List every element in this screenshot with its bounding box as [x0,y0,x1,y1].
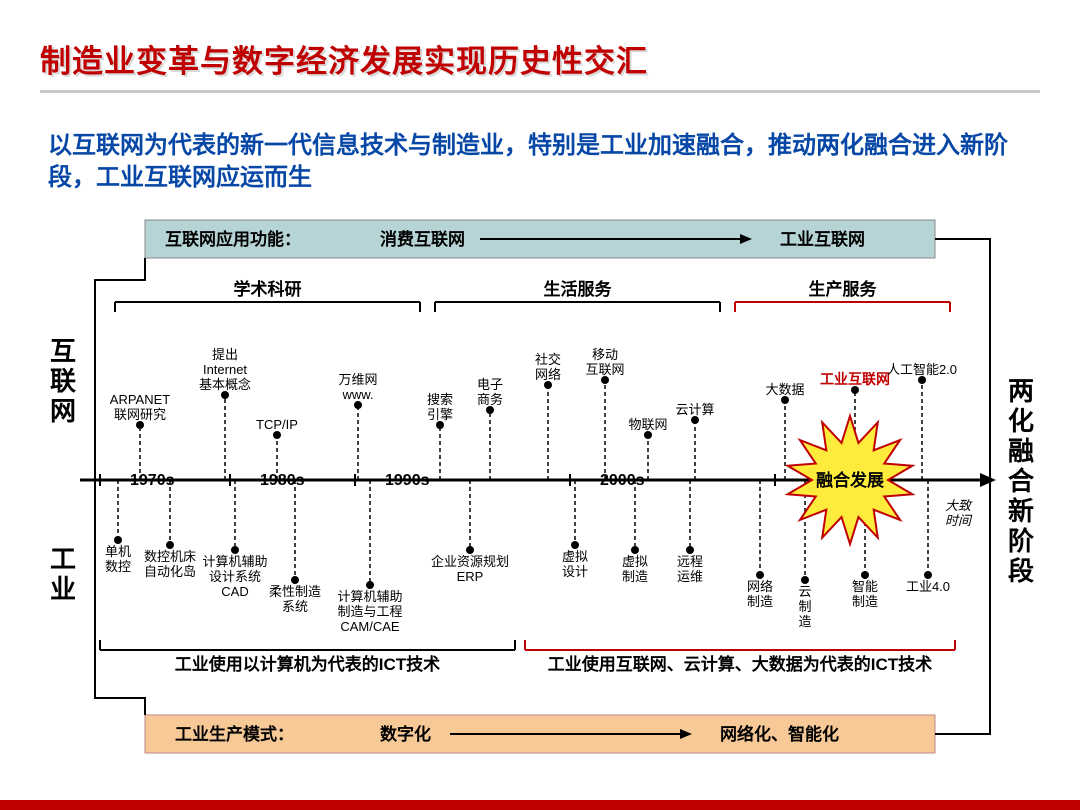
svg-text:万维网www.: 万维网www. [338,372,377,402]
svg-text:人工智能2.0: 人工智能2.0 [887,362,957,377]
svg-text:云计算: 云计算 [675,402,714,417]
svg-text:合: 合 [1008,466,1035,496]
page-title: 制造业变革与数字经济发展实现历史性交汇 [40,36,648,81]
svg-text:阶: 阶 [1008,526,1034,556]
svg-text:ARPANET联网研究: ARPANET联网研究 [110,392,170,422]
svg-text:1990s: 1990s [385,472,430,489]
svg-text:智能制造: 智能制造 [852,579,878,609]
svg-text:网络化、智能化: 网络化、智能化 [720,724,839,744]
svg-text:提出Internet基本概念: 提出Internet基本概念 [199,347,251,392]
svg-text:生活服务: 生活服务 [544,279,613,299]
svg-text:电子商务: 电子商务 [477,377,503,407]
svg-text:段: 段 [1008,556,1034,586]
svg-text:工: 工 [50,544,76,574]
svg-text:数字化: 数字化 [380,724,431,744]
svg-text:1980s: 1980s [260,472,305,489]
svg-text:1970s: 1970s [130,472,175,489]
svg-text:生产服务: 生产服务 [809,279,878,299]
svg-text:单机数控: 单机数控 [105,544,131,574]
svg-text:化: 化 [1008,406,1034,436]
svg-text:业: 业 [50,574,76,604]
svg-text:消费互联网: 消费互联网 [380,229,465,249]
svg-text:虚拟设计: 虚拟设计 [562,549,588,579]
svg-text:物联网: 物联网 [628,417,667,432]
title-divider [40,90,1040,93]
svg-text:工业生产模式：: 工业生产模式： [175,724,294,744]
svg-text:搜索引擎: 搜索引擎 [427,392,453,422]
svg-text:学术科研: 学术科研 [234,279,302,299]
svg-text:2000s: 2000s [600,472,645,489]
footer-bar [0,800,1080,810]
svg-text:工业互联网: 工业互联网 [820,371,890,387]
svg-text:大数据: 大数据 [765,382,804,397]
svg-text:融: 融 [1008,436,1034,466]
svg-text:两: 两 [1008,376,1034,406]
timeline-diagram: 互联网应用功能：消费互联网工业互联网工业生产模式：数字化网络化、智能化互联网工业… [40,210,1040,770]
svg-text:融合发展: 融合发展 [816,470,884,490]
svg-text:数控机床自动化岛: 数控机床自动化岛 [144,549,196,579]
svg-text:互: 互 [50,336,76,366]
svg-text:TCP/IP: TCP/IP [256,417,298,432]
svg-text:云制造: 云制造 [798,584,811,629]
svg-text:互联网应用功能：: 互联网应用功能： [165,229,301,249]
subtitle-text: 以互联网为代表的新一代信息技术与制造业，特别是工业加速融合，推动两化融合进入新阶… [48,130,1048,195]
svg-text:新: 新 [1008,496,1034,526]
svg-text:企业资源规划ERP: 企业资源规划ERP [431,554,509,584]
svg-text:移动互联网: 移动互联网 [585,347,624,377]
svg-text:远程运维: 远程运维 [677,554,703,584]
svg-text:工业4.0: 工业4.0 [906,579,950,594]
svg-text:计算机辅助制造与工程CAM/CAE: 计算机辅助制造与工程CAM/CAE [337,589,402,634]
svg-text:工业互联网: 工业互联网 [780,230,865,249]
svg-text:社交网络: 社交网络 [535,352,561,382]
svg-text:计算机辅助设计系统CAD: 计算机辅助设计系统CAD [202,554,267,599]
svg-text:工业使用互联网、云计算、大数据为代表的ICT技术: 工业使用互联网、云计算、大数据为代表的ICT技术 [548,654,932,674]
svg-text:柔性制造系统: 柔性制造系统 [269,584,321,614]
svg-text:大致时间: 大致时间 [945,498,973,528]
svg-text:工业使用以计算机为代表的ICT技术: 工业使用以计算机为代表的ICT技术 [175,654,440,674]
svg-text:联: 联 [50,366,76,396]
svg-text:网: 网 [50,396,76,426]
svg-text:网络制造: 网络制造 [747,579,773,609]
svg-text:虚拟制造: 虚拟制造 [622,554,648,584]
